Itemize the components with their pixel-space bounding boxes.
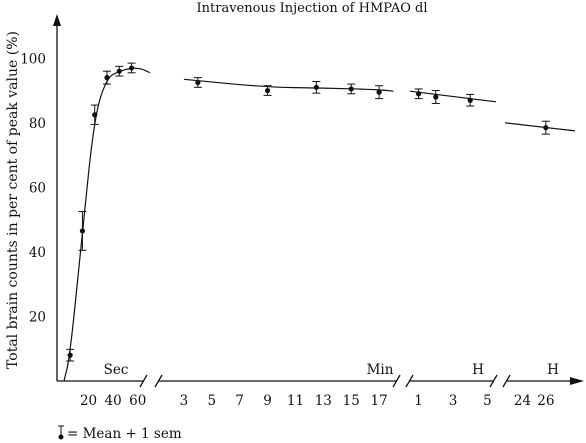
data-point	[115, 65, 124, 77]
x-unit-label: H	[547, 362, 559, 378]
y-axis-arrow	[53, 14, 61, 26]
point-marker	[416, 91, 422, 97]
point-marker	[67, 352, 73, 358]
x-tick-label: 60	[129, 393, 146, 409]
point-marker	[467, 97, 473, 103]
point-marker	[92, 112, 98, 118]
y-tick-label: 100	[20, 51, 46, 67]
y-tick-label: 40	[29, 245, 46, 261]
data-point	[431, 90, 440, 104]
x-tick-label: 26	[537, 393, 554, 409]
data-point	[66, 348, 75, 362]
x-unit-label: Sec	[104, 362, 129, 378]
legend: = Mean + 1 sem	[58, 425, 182, 442]
x-tick-label: 5	[207, 393, 216, 409]
fit-curves	[63, 67, 576, 382]
axis-break-mark	[139, 374, 148, 388]
point-marker	[348, 86, 354, 92]
data-point	[347, 83, 356, 95]
x-tick-label: 15	[343, 393, 360, 409]
fit-curve	[504, 122, 576, 132]
x-tick-label: 11	[287, 393, 304, 409]
axes	[53, 14, 584, 388]
data-point	[90, 104, 99, 125]
point-marker	[195, 79, 201, 86]
x-unit-label: Min	[367, 362, 394, 378]
x-tick-label: 1	[414, 393, 423, 409]
x-tick-label: 17	[370, 393, 387, 409]
y-tick-label: 80	[29, 116, 46, 132]
data-point	[414, 88, 423, 100]
point-marker	[433, 94, 439, 100]
data-point	[193, 77, 202, 88]
fit-curve	[409, 90, 497, 103]
x-tick-label: 13	[315, 393, 332, 409]
axis-break-mark	[405, 374, 414, 388]
x-axis-arrow	[570, 377, 584, 385]
point-marker	[543, 125, 549, 131]
data-point	[78, 211, 87, 251]
fit-curve	[63, 67, 151, 382]
x-tick-label: 20	[80, 393, 97, 409]
data-point	[127, 62, 136, 74]
axis-break-mark	[154, 374, 163, 388]
x-unit-label: H	[472, 362, 484, 378]
point-marker	[376, 89, 382, 95]
chart-title: Intravenous Injection of HMPAO dl	[197, 1, 428, 16]
data-point	[541, 120, 550, 135]
axis-break-mark	[392, 374, 401, 388]
x-tick-label: 9	[263, 393, 272, 409]
y-tick-label: 60	[29, 180, 46, 196]
axis-break-mark	[502, 374, 511, 388]
x-tick-label: 7	[235, 393, 244, 409]
point-marker	[104, 75, 110, 81]
data-point	[103, 70, 111, 85]
point-marker	[264, 87, 271, 94]
point-marker	[128, 65, 135, 71]
data-point	[375, 85, 384, 100]
x-tick-label: 40	[105, 393, 122, 409]
y-axis-label: Total brain counts in per cent of peak v…	[5, 31, 21, 369]
data-point	[312, 81, 321, 94]
y-tick-label: 20	[29, 309, 46, 325]
x-tick-label: 3	[180, 393, 189, 409]
data-point	[466, 93, 475, 107]
data-points	[66, 62, 550, 362]
axis-break-mark	[489, 374, 498, 388]
point-marker	[79, 228, 86, 234]
x-tick-label: 5	[483, 393, 492, 409]
legend-label: = Mean + 1 sem	[67, 426, 182, 442]
x-tick-label: 3	[449, 393, 458, 409]
point-marker	[116, 68, 122, 74]
data-point	[263, 85, 272, 96]
fit-curve	[183, 78, 394, 92]
y-ticks: 20 40 60 80 100	[20, 51, 46, 325]
point-marker	[313, 84, 319, 90]
x-tick-label: 24	[514, 393, 531, 409]
